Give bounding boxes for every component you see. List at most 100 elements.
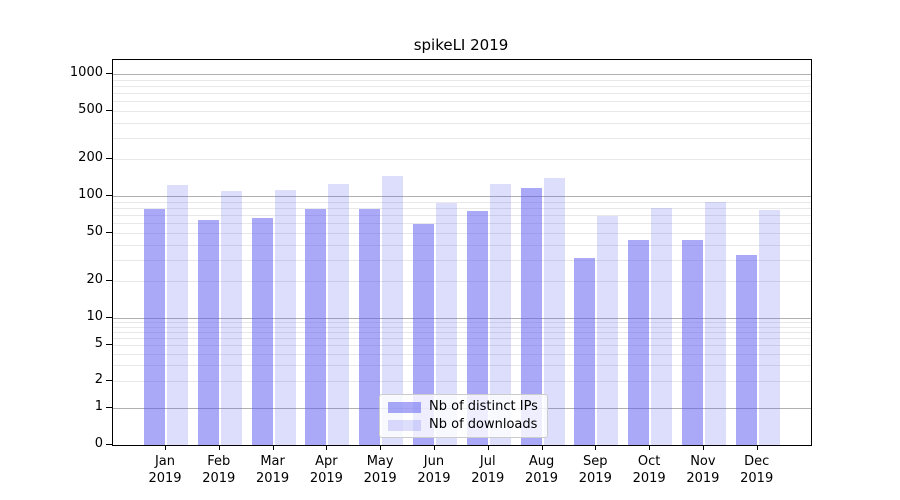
gridline-minor xyxy=(113,202,811,203)
y-axis-tick-label: 2 xyxy=(94,371,103,387)
x-axis-tick xyxy=(165,445,166,450)
chart-title: spikeLI 2019 xyxy=(413,36,509,54)
legend-label-downloads: Nb of downloads xyxy=(429,417,538,432)
gridline-minor xyxy=(113,338,811,339)
gridline-minor xyxy=(113,159,811,160)
x-tick-year: 2019 xyxy=(363,471,397,486)
x-tick-year: 2019 xyxy=(686,471,720,486)
y-axis-tick xyxy=(106,317,112,318)
gridline-minor xyxy=(113,322,811,323)
bar-downloads-nov xyxy=(704,201,726,445)
gridline-minor xyxy=(113,332,811,333)
x-axis-tick xyxy=(541,445,543,450)
gridline-minor xyxy=(113,260,811,261)
bar-downloads-sep xyxy=(597,215,619,445)
gridline-minor xyxy=(113,86,811,87)
x-tick-year: 2019 xyxy=(632,471,666,486)
bar-downloads-jun xyxy=(435,203,457,445)
x-tick-month: Sep xyxy=(583,454,608,469)
bar-downloads-apr xyxy=(328,184,350,445)
gridline-minor xyxy=(113,245,811,246)
x-tick-year: 2019 xyxy=(740,471,774,486)
bar-distinct-ips-sep xyxy=(574,258,596,445)
x-axis-tick xyxy=(756,445,758,450)
bar-downloads-oct xyxy=(651,207,673,445)
x-tick-month: Dec xyxy=(744,454,770,469)
bar-downloads-jan xyxy=(167,185,188,445)
bar-distinct-ips-apr xyxy=(305,208,327,445)
gridline-minor xyxy=(113,223,811,224)
gridline-major xyxy=(113,196,811,197)
x-axis-tick-label-feb: Feb 2019 xyxy=(191,453,247,487)
x-axis-tick-label-mar: Mar 2019 xyxy=(245,453,301,487)
bar-downloads-aug xyxy=(543,177,565,445)
y-axis-tick xyxy=(106,380,112,381)
x-tick-year: 2019 xyxy=(417,471,451,486)
y-axis-tick xyxy=(106,158,112,159)
y-axis-tick-label: 0 xyxy=(94,435,103,451)
y-axis-tick-label: 200 xyxy=(78,150,103,166)
bar-downloads-may xyxy=(382,175,404,445)
gridline-minor xyxy=(113,215,811,216)
x-tick-month: Mar xyxy=(260,454,285,469)
gridline-minor xyxy=(113,345,811,346)
bar-distinct-ips-mar xyxy=(251,218,273,445)
legend-label-distinct-ips: Nb of distinct IPs xyxy=(429,399,538,414)
bar-downloads-dec xyxy=(758,209,780,445)
bar-distinct-ips-feb xyxy=(197,219,219,445)
bar-distinct-ips-jul xyxy=(466,211,488,445)
y-axis-tick-label: 20 xyxy=(86,272,103,288)
gridline-minor xyxy=(113,354,811,355)
x-tick-month: Nov xyxy=(690,454,716,469)
gridline-minor xyxy=(113,80,811,81)
legend-item-distinct-ips: Nb of distinct IPs xyxy=(388,400,538,414)
x-axis-tick-label-dec: Dec 2019 xyxy=(729,453,785,487)
y-axis-tick xyxy=(106,344,112,345)
bar-distinct-ips-dec xyxy=(735,254,757,445)
x-tick-month: Aug xyxy=(528,454,555,469)
x-axis-tick-label-sep: Sep 2019 xyxy=(567,453,623,487)
x-axis-tick-label-jul: Jul 2019 xyxy=(460,453,516,487)
bar-distinct-ips-jan xyxy=(144,209,165,445)
x-tick-month: Jul xyxy=(479,454,496,469)
y-axis-tick-label: 1000 xyxy=(69,65,103,80)
x-tick-month: Apr xyxy=(315,454,338,469)
gridline-minor xyxy=(113,138,811,139)
gridline-minor xyxy=(113,101,811,102)
x-tick-year: 2019 xyxy=(309,471,343,486)
x-tick-year: 2019 xyxy=(578,471,612,486)
gridline-minor xyxy=(113,365,811,366)
gridline-minor xyxy=(113,233,811,234)
x-axis-tick-label-may: May 2019 xyxy=(352,453,408,487)
legend-swatch-distinct-ips xyxy=(388,401,421,413)
legend-item-downloads: Nb of downloads xyxy=(388,418,538,432)
x-tick-month: Oct xyxy=(637,454,661,469)
y-axis-tick-label: 100 xyxy=(78,187,103,202)
x-tick-month: Jun xyxy=(423,454,445,469)
x-tick-year: 2019 xyxy=(524,471,559,486)
gridline-minor xyxy=(113,327,811,328)
x-axis-tick xyxy=(702,445,704,450)
bar-distinct-ips-oct xyxy=(628,239,650,445)
x-axis-tick xyxy=(380,445,382,450)
bar-downloads-mar xyxy=(274,189,296,445)
x-tick-month: May xyxy=(366,454,394,469)
gridline-minor xyxy=(113,208,811,209)
x-axis-tick xyxy=(326,445,328,450)
x-tick-year: 2019 xyxy=(471,471,505,486)
x-tick-month: Jan xyxy=(154,454,176,469)
y-axis-tick-label: 10 xyxy=(86,309,103,324)
y-axis-tick-label: 500 xyxy=(78,101,103,117)
gridline-minor xyxy=(113,381,811,382)
bar-distinct-ips-may xyxy=(359,208,381,445)
y-axis-tick xyxy=(106,73,112,74)
y-axis-tick xyxy=(106,195,112,196)
y-axis-tick xyxy=(106,280,112,281)
gridline-minor xyxy=(113,281,811,282)
gridline-minor xyxy=(113,93,811,94)
bar-downloads-jul xyxy=(489,183,511,445)
x-axis-tick-label-nov: Nov 2019 xyxy=(675,453,731,487)
x-tick-year: 2019 xyxy=(202,471,236,486)
y-axis-tick xyxy=(106,444,112,445)
